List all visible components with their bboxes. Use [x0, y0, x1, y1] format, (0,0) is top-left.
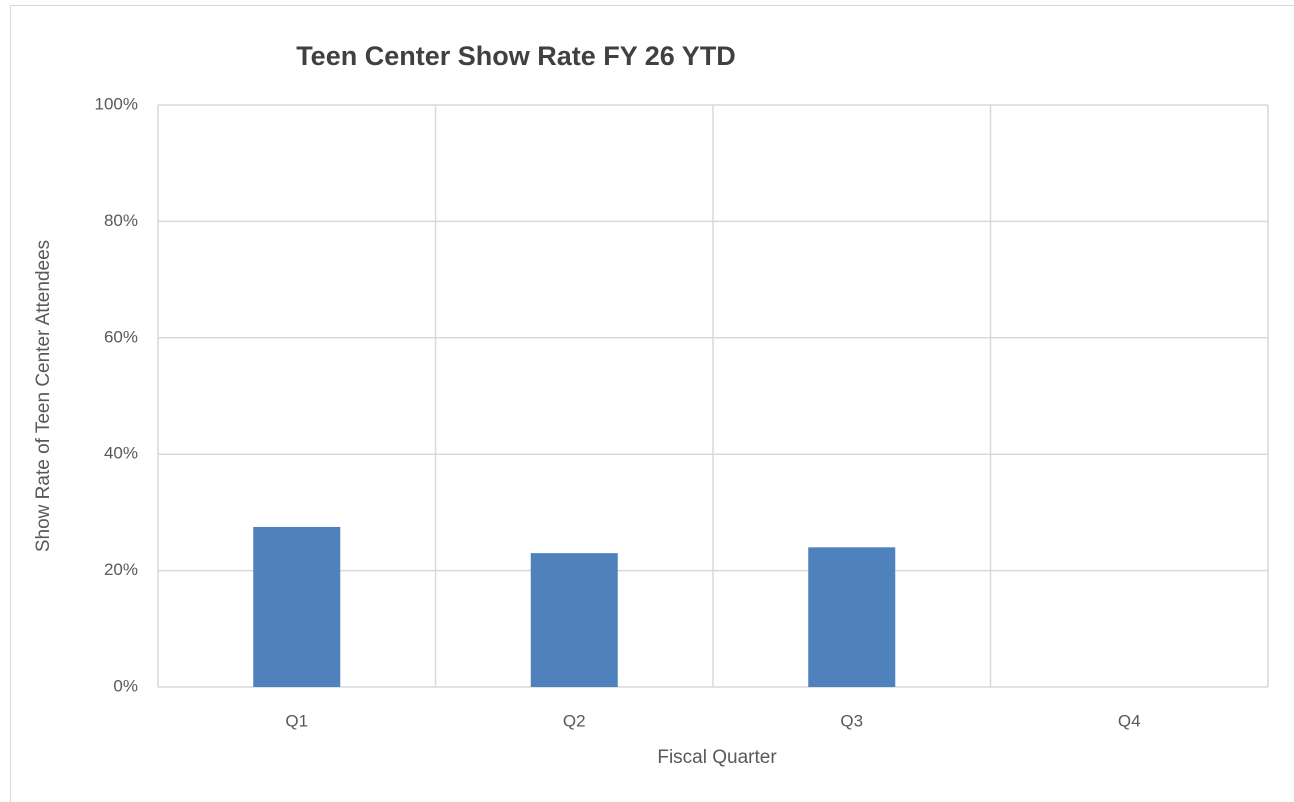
x-tick-label: Q1 [285, 711, 308, 730]
bar [530, 553, 618, 687]
chart-frame [10, 5, 1294, 802]
x-axis-title: Fiscal Quarter [657, 747, 777, 768]
bar [808, 547, 896, 687]
chart-title: Teen Center Show Rate FY 26 YTD [296, 41, 736, 71]
y-tick-label: 0% [113, 676, 138, 695]
y-tick-label: 80% [104, 211, 138, 230]
x-tick-label: Q4 [1118, 711, 1141, 730]
x-tick-label: Q2 [563, 711, 586, 730]
bar [253, 526, 341, 687]
y-tick-label: 100% [95, 94, 138, 113]
x-tick-label: Q3 [840, 711, 863, 730]
y-axis-title: Show Rate of Teen Center Attendees [33, 240, 54, 552]
y-tick-label: 60% [104, 327, 138, 346]
y-tick-label: 40% [104, 444, 138, 463]
y-tick-label: 20% [104, 560, 138, 579]
